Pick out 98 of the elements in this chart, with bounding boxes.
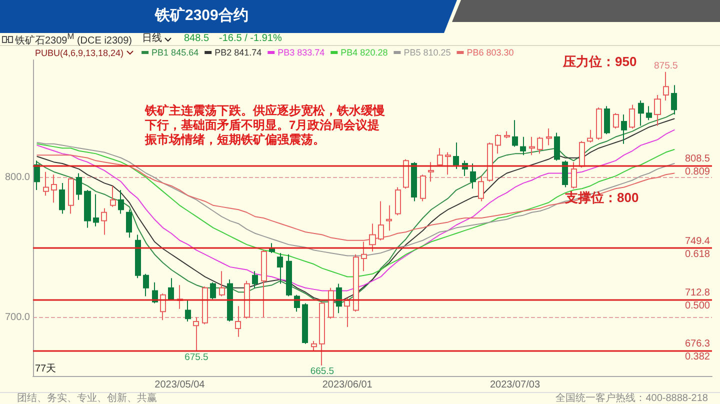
candlestick: [336, 283, 342, 314]
candlestick: [654, 94, 661, 126]
candlestick: [319, 301, 325, 366]
candlestick: [101, 208, 107, 236]
text: 全国统一客户热线：400-8888-218: [556, 393, 708, 404]
candlestick: [478, 176, 484, 202]
candlestick: [554, 132, 560, 162]
candlestick: [193, 316, 199, 352]
candlestick: [344, 297, 350, 328]
candlestick: [235, 306, 241, 338]
candlestick: [84, 190, 91, 228]
x-tick-label: 2023/05/04: [154, 380, 206, 390]
candlestick: [437, 148, 443, 167]
candlestick: [227, 279, 233, 322]
chart-subtitle: 铁矿石2309$^{M}$ (DCE i2309): [15, 30, 132, 48]
chart-title: 铁矿2309合约: [154, 6, 248, 24]
candlestick: [244, 280, 250, 320]
candlestick: [579, 140, 585, 168]
annotation: 铁矿主连震荡下跌。供应逐步宽松，铁水缓慢下行，基础面矛盾不明显。7月政治局会议提振市场情绪，短期铁矿偏强震荡。: [144, 103, 385, 146]
candlestick: [420, 174, 426, 202]
legend-label: PB2 841.74: [214, 48, 262, 58]
candlestick: [43, 171, 49, 196]
candlestick: [411, 162, 417, 202]
candlestick: [210, 282, 216, 300]
candlestick: [277, 252, 283, 284]
candlestick: [646, 106, 652, 121]
candlestick: [252, 270, 258, 288]
text: 848.5: [184, 33, 210, 45]
text: -16.5 / -1.91%: [219, 33, 282, 45]
x-tick-label: 2023/07/03: [490, 380, 540, 390]
candlestick: [353, 254, 359, 312]
candlestick: [328, 287, 334, 320]
candlestick: [143, 273, 149, 297]
candlestick: [428, 162, 434, 182]
candlestick: [185, 300, 191, 322]
candlestick: [512, 120, 518, 148]
candlestick: [311, 340, 317, 352]
ref-line-label: 676.3 0.382: [684, 338, 710, 362]
ref-line-label: 749.4 0.618: [684, 236, 710, 260]
candlestick: [537, 136, 543, 154]
legend-title: PUBU(4,6,9,13,18,24): [35, 48, 124, 58]
candlestick: [638, 100, 644, 126]
candlestick: [118, 190, 124, 214]
candlestick: [470, 162, 476, 190]
legend-label: PB6 803.30: [466, 48, 514, 58]
candlestick: [604, 106, 610, 135]
candlestick: [93, 194, 99, 227]
candlestick: [395, 186, 401, 216]
candlestick: [68, 176, 74, 214]
candlestick: [571, 162, 577, 190]
legend-label: PB4 820.28: [340, 48, 388, 58]
candlestick: [562, 160, 568, 188]
candlestick: [135, 234, 141, 279]
candlestick: [59, 182, 65, 214]
annotation: 665.5: [310, 366, 334, 378]
candlestick: [286, 254, 292, 297]
text: 团结、务实、专业、创新、共赢: [17, 393, 157, 404]
candlestick: [168, 278, 174, 301]
candlestick: [76, 172, 82, 200]
candlestick: [386, 204, 392, 232]
legend-label: PB1 845.64: [152, 48, 199, 58]
candlestick: [629, 104, 635, 130]
candlestick: [587, 129, 593, 143]
x-tick-label: 2023/06/01: [322, 380, 373, 390]
candlestick: [445, 152, 451, 176]
candlestick: [546, 128, 552, 146]
legend-label: PB3 833.74: [278, 48, 325, 58]
candlestick: [495, 134, 501, 154]
annotation: 77天: [35, 364, 56, 374]
candlestick: [302, 302, 308, 344]
ref-line-label: 712.8 0.500: [684, 287, 710, 312]
candlestick: [202, 286, 208, 325]
candlestick: [261, 250, 267, 318]
candlestick: [529, 136, 535, 156]
legend-label: PB5 810.25: [404, 48, 451, 58]
candlestick: [671, 84, 677, 116]
candlestick: [110, 185, 116, 208]
candlestick: [596, 107, 602, 140]
candlestick: [504, 130, 510, 139]
candlestick: [520, 136, 526, 156]
candlestick: [613, 112, 619, 130]
y-tick-label: 700.0: [4, 312, 30, 323]
candlestick: [487, 142, 493, 182]
y-tick-label: 800.0: [4, 172, 30, 183]
candlestick: [403, 158, 409, 190]
candlestick: [34, 160, 40, 191]
candlestick: [621, 114, 627, 144]
ref-line-label: 808.5 0.809: [684, 154, 710, 178]
candlestick: [453, 142, 459, 170]
candlestick: [219, 270, 225, 297]
candlestick: [160, 293, 166, 321]
candlestick: [51, 174, 57, 204]
candlestick: [126, 209, 132, 238]
annotation: 675.5: [184, 352, 208, 364]
text: 日线: [142, 33, 162, 45]
annotation: 875.5: [654, 60, 678, 72]
candlestick: [663, 71, 669, 102]
annotation: 压力位：950: [562, 54, 637, 69]
